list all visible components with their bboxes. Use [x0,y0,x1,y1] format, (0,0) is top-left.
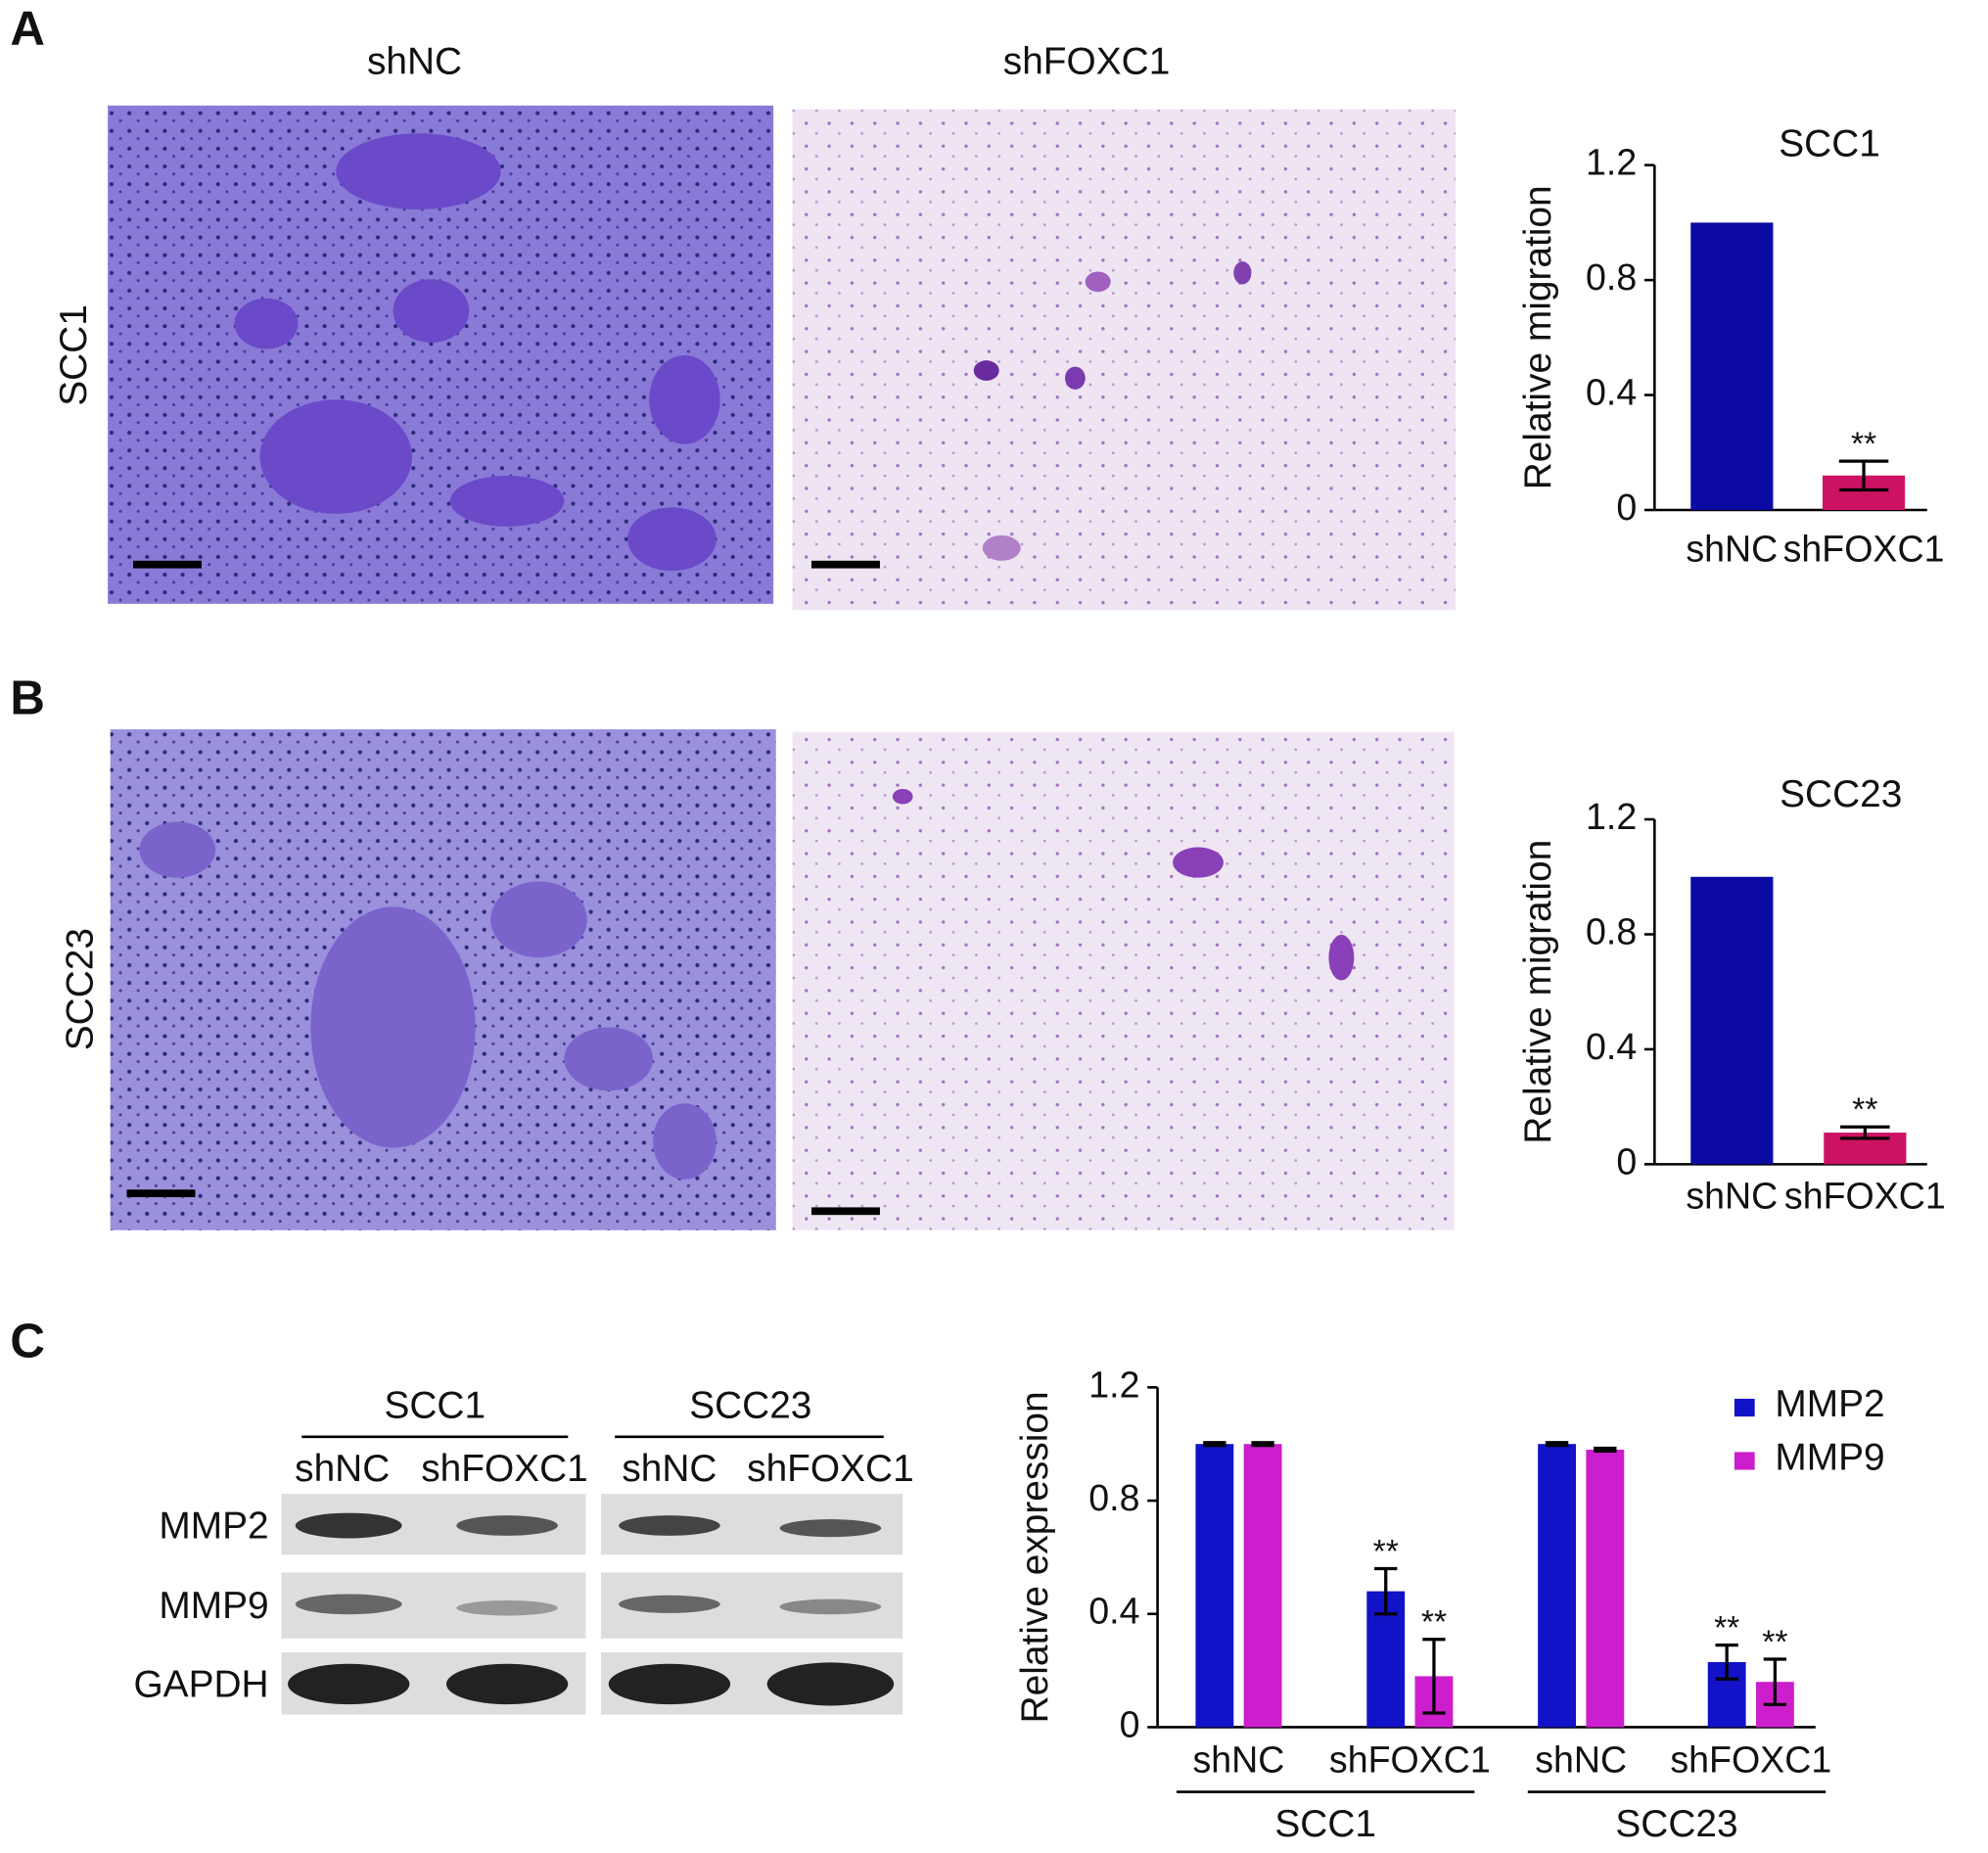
y-tick-label: 0 [1616,1140,1637,1181]
panel-label: C [10,1314,45,1367]
error-bar [1545,1441,1569,1448]
micrograph [108,105,774,604]
significance-label: ** [1762,1624,1787,1660]
y-tick-label: 0.8 [1586,910,1637,951]
y-tick-label: 0.4 [1088,1591,1139,1632]
row-label: SCC23 [59,928,101,1050]
y-tick-label: 1.2 [1586,142,1637,183]
significance-label: ** [1714,1610,1739,1646]
y-axis-label: Relative migration [1517,840,1559,1144]
lane-label: shFOXC1 [421,1448,588,1490]
protein-label: GAPDH [133,1663,268,1705]
protein-label: MMP2 [159,1505,268,1547]
bar [1243,1444,1282,1728]
significance-label: ** [1851,426,1876,462]
y-tick-label: 0.8 [1088,1477,1139,1518]
chart-title: SCC1 [1779,123,1880,165]
x-tick-label: shFOXC1 [1329,1739,1491,1781]
bar [1690,876,1774,1165]
bar [1538,1444,1577,1728]
group-label: SCC23 [1615,1803,1737,1845]
panel-label: A [10,2,45,56]
blot-group-label: SCC23 [689,1384,811,1426]
x-tick-label: shFOXC1 [1784,1175,1946,1216]
panel-label: B [10,672,45,725]
legend-swatch [1734,1398,1755,1417]
x-tick-label: shNC [1535,1739,1627,1781]
error-bar [1763,1657,1787,1706]
y-tick-label: 1.2 [1586,796,1637,837]
x-tick-label: shNC [1686,529,1778,570]
bar [1690,222,1774,511]
group-label: SCC1 [1274,1803,1376,1845]
x-tick-label: shFOXC1 [1670,1739,1831,1781]
error-bar [1594,1446,1617,1454]
significance-label: ** [1373,1534,1399,1570]
x-tick-label: shFOXC1 [1783,529,1945,570]
error-bar [1251,1441,1274,1448]
error-bar [1203,1441,1226,1448]
y-tick-label: 0 [1120,1703,1140,1744]
micrograph [792,731,1455,1230]
y-tick-label: 0.4 [1586,1026,1637,1067]
protein-label: MMP9 [159,1585,268,1627]
row-label: SCC1 [53,304,95,406]
chart-title: SCC23 [1780,773,1902,815]
y-tick-label: 1.2 [1088,1364,1139,1405]
y-tick-label: 0 [1616,486,1637,528]
legend-swatch [1734,1452,1755,1470]
error-bar [1422,1638,1446,1715]
x-tick-label: shNC [1686,1175,1778,1216]
y-axis-label: Relative expression [1014,1391,1056,1723]
column-label: shFOXC1 [1003,40,1171,82]
x-tick-label: shNC [1193,1739,1285,1781]
error-bar [1838,459,1889,492]
error-bar [1374,1566,1398,1616]
column-label: shNC [367,40,462,82]
blot-group-label: SCC1 [384,1384,485,1426]
blot [281,1494,903,1715]
error-bar [1715,1643,1738,1681]
lane-label: shNC [622,1448,717,1490]
significance-label: ** [1852,1092,1877,1129]
micrograph [792,109,1456,611]
lane-label: shNC [295,1448,390,1490]
error-bar [1840,1125,1890,1140]
significance-label: ** [1421,1604,1447,1641]
bar [1586,1449,1625,1728]
legend-label: MMP2 [1775,1383,1884,1425]
bar [1195,1444,1234,1728]
lane-label: shFOXC1 [747,1448,914,1490]
micrograph [110,729,776,1230]
y-tick-label: 0.8 [1586,256,1637,298]
y-tick-label: 0.4 [1586,371,1637,412]
legend-label: MMP9 [1775,1436,1884,1478]
y-axis-label: Relative migration [1517,185,1559,489]
